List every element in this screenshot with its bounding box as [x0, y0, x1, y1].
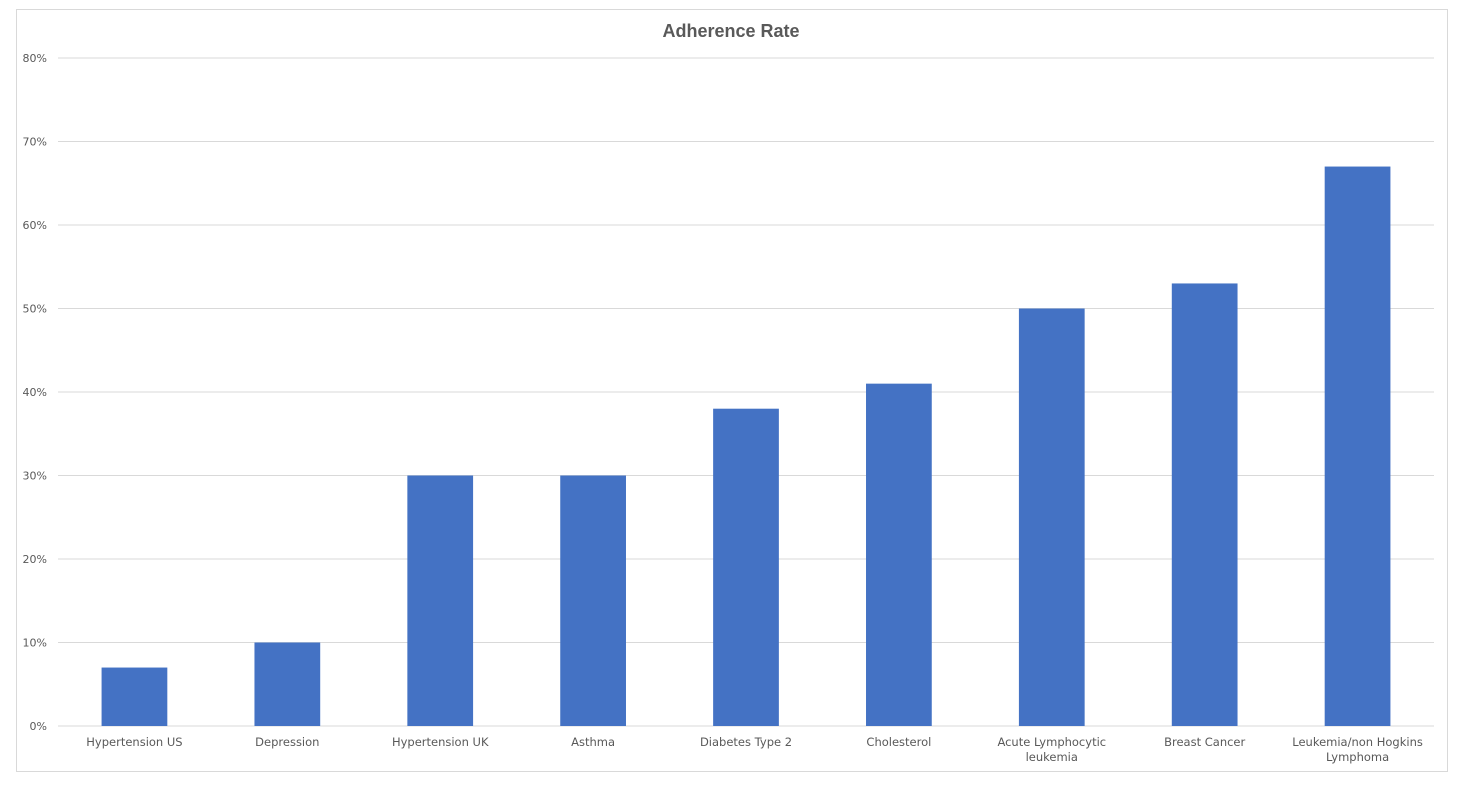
y-tick-label: 0% [30, 720, 47, 733]
y-axis-ticks: 0% 10% 20% 30% 40% 50% 60% 70% 80% [23, 52, 47, 733]
y-tick-label: 50% [23, 303, 47, 316]
bar [407, 475, 474, 726]
x-tick-label: Hypertension UK [392, 735, 489, 749]
bar [1171, 283, 1238, 726]
x-tick-label: Acute Lymphocytic leukemia [997, 735, 1106, 764]
bar [1324, 166, 1391, 727]
bar [866, 383, 932, 726]
chart-title: Adherence Rate [662, 21, 799, 41]
x-tick-label: Hypertension US [86, 735, 182, 749]
x-tick-label: Depression [255, 735, 319, 749]
x-tick-label: Cholesterol [866, 735, 931, 749]
bar [101, 667, 168, 726]
x-tick-label: Asthma [571, 735, 615, 749]
bar [560, 475, 626, 726]
x-tick-label: Diabetes Type 2 [700, 735, 792, 749]
y-tick-label: 80% [23, 52, 47, 65]
bar [254, 642, 321, 726]
x-tick-label: Breast Cancer [1164, 735, 1245, 749]
bar [1018, 308, 1085, 726]
y-tick-label: 70% [23, 136, 47, 149]
y-tick-label: 60% [23, 219, 47, 232]
y-tick-label: 10% [23, 637, 47, 650]
y-tick-label: 30% [23, 470, 47, 483]
x-axis-labels: Hypertension US Depression Hypertension UK… [86, 735, 1423, 764]
bars [101, 166, 1391, 727]
x-tick-label: Leukemia/non Hogkins Lymphoma [1292, 735, 1423, 764]
y-tick-label: 20% [23, 553, 47, 566]
bar [713, 408, 779, 726]
y-tick-label: 40% [23, 386, 47, 399]
